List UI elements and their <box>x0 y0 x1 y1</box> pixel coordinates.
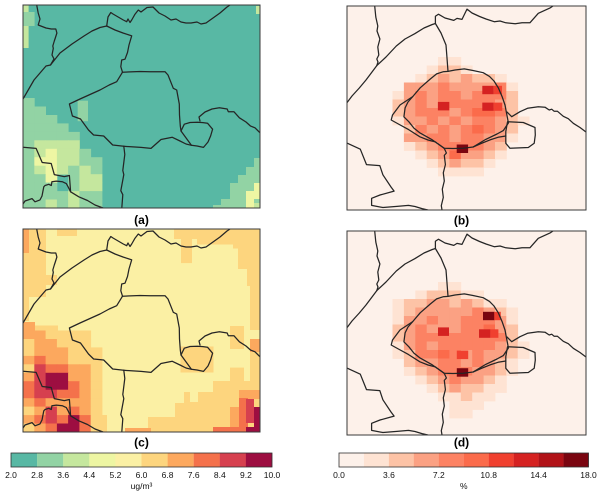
svg-text:2.0: 2.0 <box>5 470 17 480</box>
svg-text:7.6: 7.6 <box>188 470 200 480</box>
svg-text:10.8: 10.8 <box>480 470 497 480</box>
svg-text:ug/m³: ug/m³ <box>131 481 153 491</box>
svg-text:%: % <box>460 481 468 491</box>
svg-text:(a): (a) <box>134 213 149 227</box>
svg-text:10.0: 10.0 <box>264 470 281 480</box>
svg-text:2.8: 2.8 <box>31 470 43 480</box>
svg-text:14.4: 14.4 <box>530 470 547 480</box>
svg-text:6.0: 6.0 <box>136 470 148 480</box>
svg-text:6.8: 6.8 <box>162 470 174 480</box>
svg-text:(c): (c) <box>134 436 149 450</box>
svg-text:18.0: 18.0 <box>580 470 597 480</box>
svg-text:3.6: 3.6 <box>57 470 69 480</box>
svg-text:0.0: 0.0 <box>333 470 345 480</box>
svg-text:9.2: 9.2 <box>240 470 252 480</box>
svg-text:5.2: 5.2 <box>109 470 121 480</box>
svg-text:4.4: 4.4 <box>83 470 95 480</box>
svg-text:(b): (b) <box>454 214 469 228</box>
svg-text:(d): (d) <box>454 436 469 450</box>
svg-text:7.2: 7.2 <box>433 470 445 480</box>
svg-text:3.6: 3.6 <box>383 470 395 480</box>
svg-text:8.4: 8.4 <box>214 470 226 480</box>
